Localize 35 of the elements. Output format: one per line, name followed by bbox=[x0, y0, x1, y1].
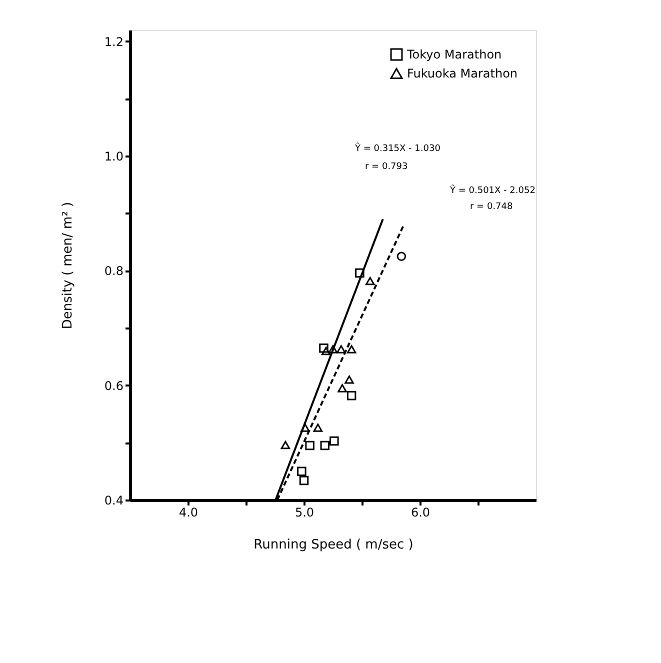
point bbox=[330, 436, 339, 446]
x-axis-title: Running Speed ( m/sec ) bbox=[254, 538, 414, 552]
annotation: Ŷ = 0.501X - 2.052 bbox=[449, 184, 536, 196]
point bbox=[338, 384, 347, 392]
y-tick-label: 1.0 bbox=[104, 150, 124, 164]
y-tick-label: 0.6 bbox=[104, 378, 124, 393]
point bbox=[300, 424, 310, 432]
point bbox=[396, 252, 406, 262]
point bbox=[336, 345, 346, 354]
point bbox=[346, 345, 356, 354]
point bbox=[328, 345, 338, 354]
point bbox=[321, 346, 331, 356]
point bbox=[346, 391, 356, 400]
legend-label: Fukuoka Marathon bbox=[407, 66, 518, 80]
y-tick-label: 0.8 bbox=[104, 264, 124, 278]
point bbox=[297, 466, 306, 476]
point bbox=[320, 440, 330, 450]
annotation: Ŷ = 0.315X - 1.030 bbox=[354, 142, 441, 154]
point bbox=[319, 343, 328, 353]
annotation: r = 0.748 bbox=[470, 202, 513, 212]
point bbox=[355, 268, 364, 278]
x-tick-label: 4.0 bbox=[178, 506, 198, 520]
y-tick-label: 0.4 bbox=[104, 494, 124, 508]
point bbox=[280, 440, 290, 450]
y-axis-title: Density ( men/ m² ) bbox=[60, 202, 76, 330]
point bbox=[299, 476, 309, 486]
legend-label: Tokyo Marathon bbox=[406, 48, 502, 62]
x-tick-label: 5.0 bbox=[294, 506, 314, 520]
point bbox=[313, 424, 323, 432]
point bbox=[344, 376, 354, 384]
point bbox=[305, 440, 314, 450]
annotation: r = 0.793 bbox=[365, 162, 408, 172]
x-tick-label: 6.0 bbox=[410, 506, 430, 520]
point bbox=[365, 276, 375, 286]
y-tick-label: 1.2 bbox=[104, 34, 124, 49]
